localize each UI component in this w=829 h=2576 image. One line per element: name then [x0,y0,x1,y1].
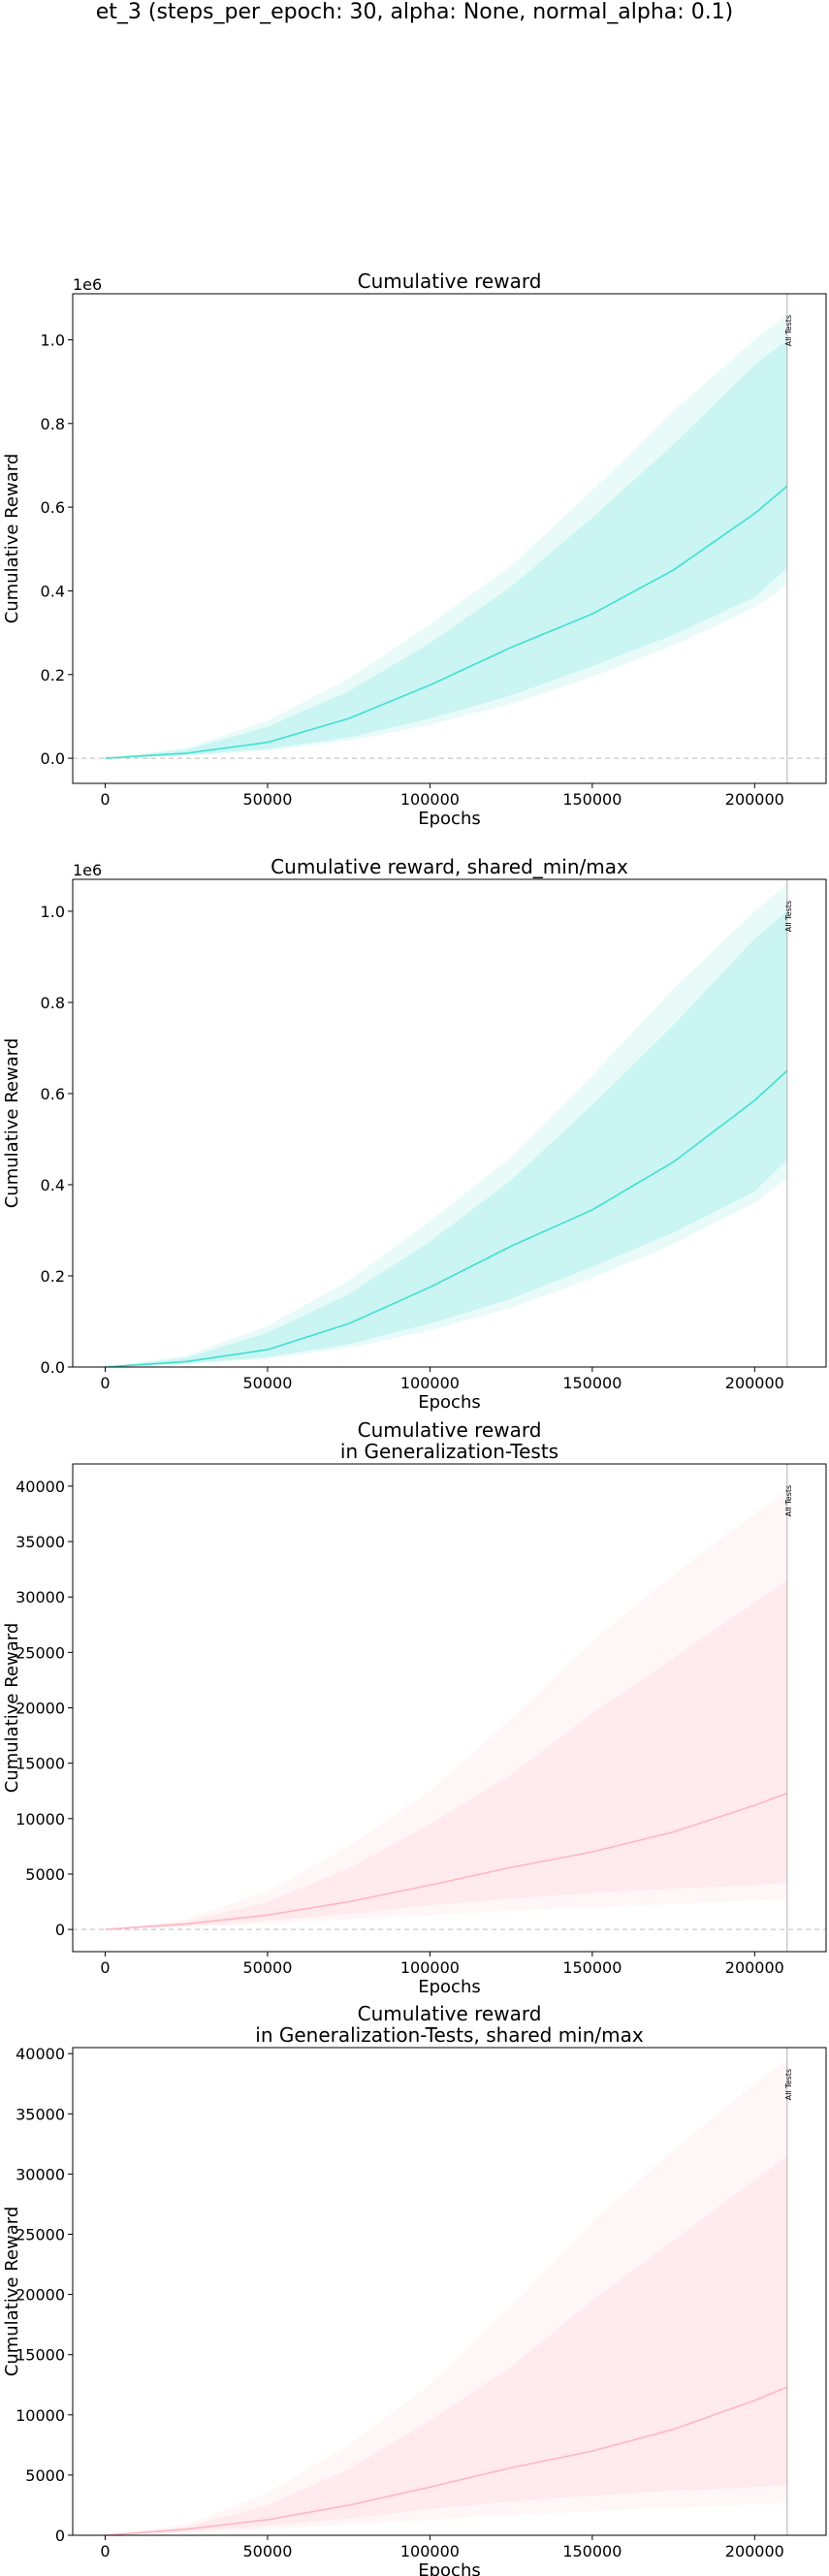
axes-frame [72,2047,827,2536]
vline-label: All Tests [784,1485,793,1516]
vline-label: All Tests [784,2069,793,2100]
y-tick-label: 15000 [16,1755,65,1773]
y-tick-label: 0.8 [41,415,65,433]
y-tick-label: 0.4 [41,1176,65,1194]
outer-band [105,2059,787,2535]
series-line-1 [105,2386,788,2535]
y-tick-label: 25000 [16,1643,65,1662]
y-tick-label: 40000 [16,1478,65,1496]
chart-title: Cumulative reward [358,2002,542,2025]
vline-label: All Tests [784,901,793,932]
y-tick-label: 0 [55,2527,65,2545]
y-tick-label: 0.0 [41,1358,65,1377]
y-tick-label: 5000 [25,1865,65,1884]
inner-band [105,339,787,759]
x-tick-label: 50000 [242,1958,292,1977]
y-tick-label: 35000 [16,2105,65,2123]
series-line-1 [105,485,788,759]
y-tick-label: 0.6 [41,1085,65,1103]
plot-area [105,2059,788,2535]
x-tick-label: 100000 [400,2542,460,2560]
x-tick-label: 150000 [562,1958,622,1977]
x-tick-label: 100000 [400,1958,460,1977]
y-tick-label: 0.4 [41,582,65,600]
vline-label: All Tests [784,315,793,346]
y-tick-label: 0.8 [41,994,65,1012]
inner-band [105,2155,787,2535]
y-tick-label: 35000 [16,1533,65,1551]
y-tick-label: 40000 [16,2045,65,2063]
outer-band [105,314,787,759]
y-offset-label: 1e6 [73,275,102,294]
outer-band [105,883,787,1367]
y-tick-label: 20000 [16,2286,65,2305]
x-tick-label: 100000 [400,1374,460,1392]
y-tick-label: 0.6 [41,498,65,517]
inner-band [105,1580,787,1930]
x-tick-label: 200000 [725,1958,784,1977]
x-axis-label: Epochs [418,1392,481,1413]
y-tick-label: 1.0 [41,331,65,349]
y-axis-label: Cumulative Reward [2,1038,22,1209]
y-tick-label: 20000 [16,1700,65,1718]
x-tick-label: 50000 [242,1374,292,1392]
y-tick-label: 25000 [16,2226,65,2244]
chart-title: Cumulative reward [358,270,542,293]
x-axis-label: Epochs [418,809,481,829]
chart-title: in Generalization-Tests, shared min/max [255,2023,644,2047]
x-tick-label: 0 [100,1374,110,1392]
y-axis-label: Cumulative Reward [2,2207,22,2377]
x-tick-label: 0 [100,2542,110,2560]
x-tick-label: 0 [100,790,110,809]
plot-area [73,1491,826,1930]
chart-4: All Tests 0 50000 100000 150000 200000 0 5000 10… [2,2002,827,2576]
chart-2: All Tests 0 50000 100000 150000 200000 0.0 0.2 0… [2,855,827,1413]
y-axis-label: Cumulative Reward [2,454,22,624]
y-tick-label: 0.0 [41,749,65,768]
x-tick-label: 200000 [725,790,784,809]
x-tick-label: 50000 [242,790,292,809]
y-tick-label: 30000 [16,2165,65,2183]
figure-suptitle: et_3 (steps_per_epoch: 30, alpha: None, … [95,0,734,24]
x-axis-label: Epochs [418,1977,481,1997]
series-line-1 [105,1069,788,1367]
plot-area [73,314,826,759]
chart-title: in Generalization-Tests [340,1440,558,1463]
chart-title: Cumulative reward [358,1418,542,1442]
x-tick-label: 150000 [562,1374,622,1392]
y-tick-label: 5000 [25,2466,65,2485]
y-offset-label: 1e6 [73,861,102,879]
y-tick-label: 1.0 [41,903,65,921]
axes-frame [72,293,827,784]
y-tick-label: 0.2 [41,666,65,684]
y-tick-label: 10000 [16,1810,65,1829]
chart-1: All Tests 0 50000 100000 150000 200000 0.0 0.2 0… [2,270,827,829]
axes-frame [72,878,827,1368]
x-tick-label: 150000 [562,790,622,809]
chart-title: Cumulative reward, shared_min/max [271,855,628,878]
x-tick-label: 150000 [562,2542,622,2560]
x-tick-label: 200000 [725,2542,784,2560]
x-tick-label: 0 [100,1958,110,1977]
plot-area [105,883,788,1367]
y-axis-label: Cumulative Reward [2,1623,22,1794]
y-tick-label: 0 [55,1921,65,1939]
y-tick-label: 0.2 [41,1267,65,1286]
series-line-1 [105,1792,788,1930]
x-tick-label: 100000 [400,790,460,809]
x-tick-label: 50000 [242,2542,292,2560]
inner-band [105,910,787,1367]
x-axis-label: Epochs [418,2560,481,2576]
x-tick-label: 200000 [725,1374,784,1392]
y-tick-label: 15000 [16,2346,65,2365]
outer-band [105,1491,787,1930]
y-tick-label: 10000 [16,2406,65,2425]
chart-3: All Tests 0 50000 100000 150000 200000 0 5000 10… [2,1418,827,1997]
y-tick-label: 30000 [16,1588,65,1606]
